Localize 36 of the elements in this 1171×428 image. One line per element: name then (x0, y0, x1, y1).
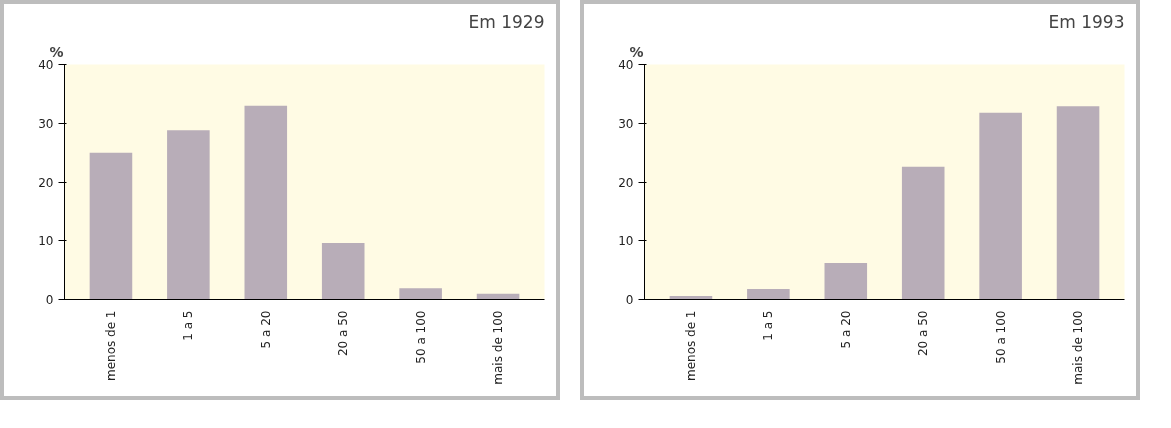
x-tick-label: 20 a 50 (336, 310, 351, 357)
y-axis-title: % (629, 43, 644, 60)
bar (979, 112, 1022, 300)
x-tick-label: 5 a 20 (838, 310, 853, 349)
y-tick-label: 10 (618, 234, 634, 249)
y-tick-label: 0 (45, 293, 54, 307)
x-tick-label: 50 a 100 (993, 310, 1008, 364)
y-tick-label: 40 (618, 58, 634, 72)
x-tick-label: 1 a 5 (761, 310, 776, 341)
x-tick-label: menos de 1 (103, 310, 118, 382)
bar (901, 166, 945, 300)
chart-title: Em 1929 (468, 11, 545, 32)
x-tick-label: 1 a 5 (181, 310, 196, 341)
y-tick-label: 20 (38, 175, 54, 190)
bar (399, 288, 442, 300)
x-tick-label: mais de 100 (1071, 310, 1086, 385)
x-tick-label: mais de 100 (491, 310, 506, 385)
y-tick-label: 40 (38, 58, 54, 72)
bar (89, 152, 133, 300)
y-tick-label: 30 (618, 116, 634, 131)
y-axis-title: % (49, 43, 64, 60)
bar (167, 130, 210, 300)
bar (1056, 106, 1100, 300)
y-tick-label: 20 (618, 175, 634, 190)
y-tick-label: 30 (38, 116, 54, 131)
chart-title: Em 1993 (1048, 11, 1125, 32)
y-tick-label: 10 (38, 234, 54, 249)
bar (244, 105, 288, 300)
x-tick-label: 5 a 20 (258, 310, 273, 349)
x-tick-label: menos de 1 (683, 310, 698, 382)
bar (747, 288, 790, 300)
x-tick-label: 50 a 100 (413, 310, 428, 364)
y-tick-label: 0 (625, 293, 634, 307)
x-tick-label: 20 a 50 (916, 310, 931, 357)
bar (824, 263, 868, 300)
bar (321, 243, 365, 300)
